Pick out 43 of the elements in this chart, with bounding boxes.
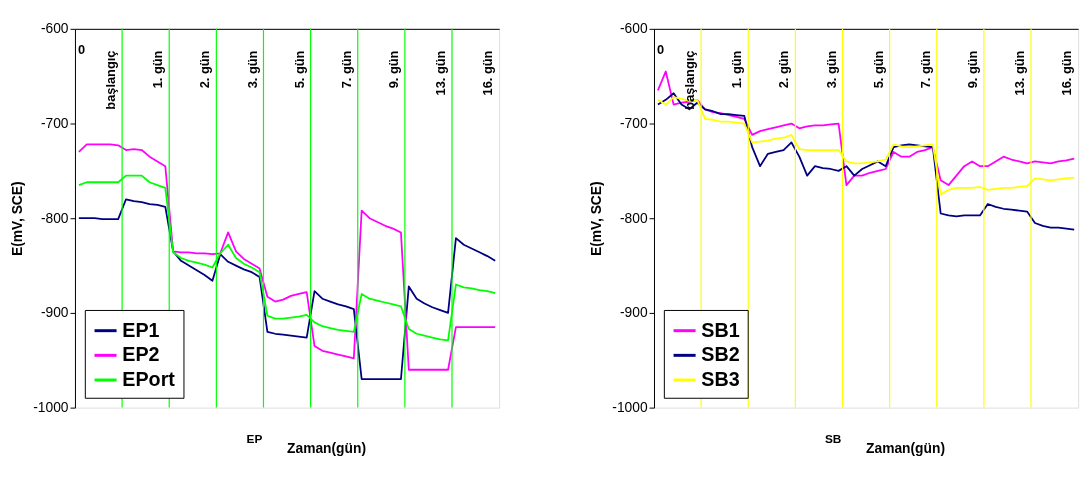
text: SB — [824, 432, 842, 447]
annotation: 16. gün — [480, 50, 496, 96]
annotation: başlangıç — [682, 50, 698, 110]
y-tick-label: -900 — [619, 305, 648, 321]
y-tick-label: -700 — [40, 115, 69, 131]
y-tick-label: -600 — [40, 21, 69, 37]
line-series — [78, 143, 497, 371]
legend-label: SB1 — [701, 318, 740, 341]
x-axis-title: Zaman(gün) — [866, 441, 945, 456]
annotation: 2. gün — [197, 50, 213, 89]
y-axis-title: E(mV, SCE) — [589, 181, 605, 257]
y-tick-label: -1000 — [612, 400, 648, 416]
y-tick-label: -900 — [40, 305, 69, 321]
annotation: 7. gün — [917, 50, 933, 89]
annotation: 16. gün — [1059, 50, 1075, 96]
legend-label: EP2 — [122, 343, 160, 366]
x-axis-title: Zaman(gün) — [287, 441, 366, 456]
annotation: 1. gün — [729, 50, 745, 89]
annotation: 13. gün — [1012, 50, 1028, 96]
legend-label: EP1 — [122, 318, 160, 341]
legend-label: EPort — [122, 367, 176, 390]
annotation: 7. gün — [338, 50, 354, 89]
text: EP — [246, 432, 263, 447]
annotation: 2. gün — [776, 50, 792, 89]
y-tick-label: -800 — [619, 210, 648, 226]
annotation: 1. gün — [150, 50, 166, 89]
y-tick-label: -1000 — [33, 400, 69, 416]
annotation: başlangıç — [103, 50, 119, 110]
annotation: 0 — [77, 42, 86, 58]
legend-label: SB2 — [701, 343, 740, 366]
annotation: 13. gün — [433, 50, 449, 96]
annotation: 5. gün — [291, 50, 307, 89]
y-tick-label: -700 — [619, 115, 648, 131]
annotation: 9. gün — [385, 50, 401, 89]
y-tick-label: -600 — [619, 21, 648, 37]
annotation: 5. gün — [870, 50, 886, 89]
annotation: 3. gün — [823, 50, 839, 89]
y-tick-label: -800 — [40, 210, 69, 226]
annotation: 3. gün — [244, 50, 260, 89]
annotation: 9. gün — [964, 50, 980, 89]
y-axis-title: E(mV, SCE) — [10, 181, 26, 257]
annotation: 0 — [656, 42, 665, 58]
legend-label: SB3 — [701, 367, 740, 390]
